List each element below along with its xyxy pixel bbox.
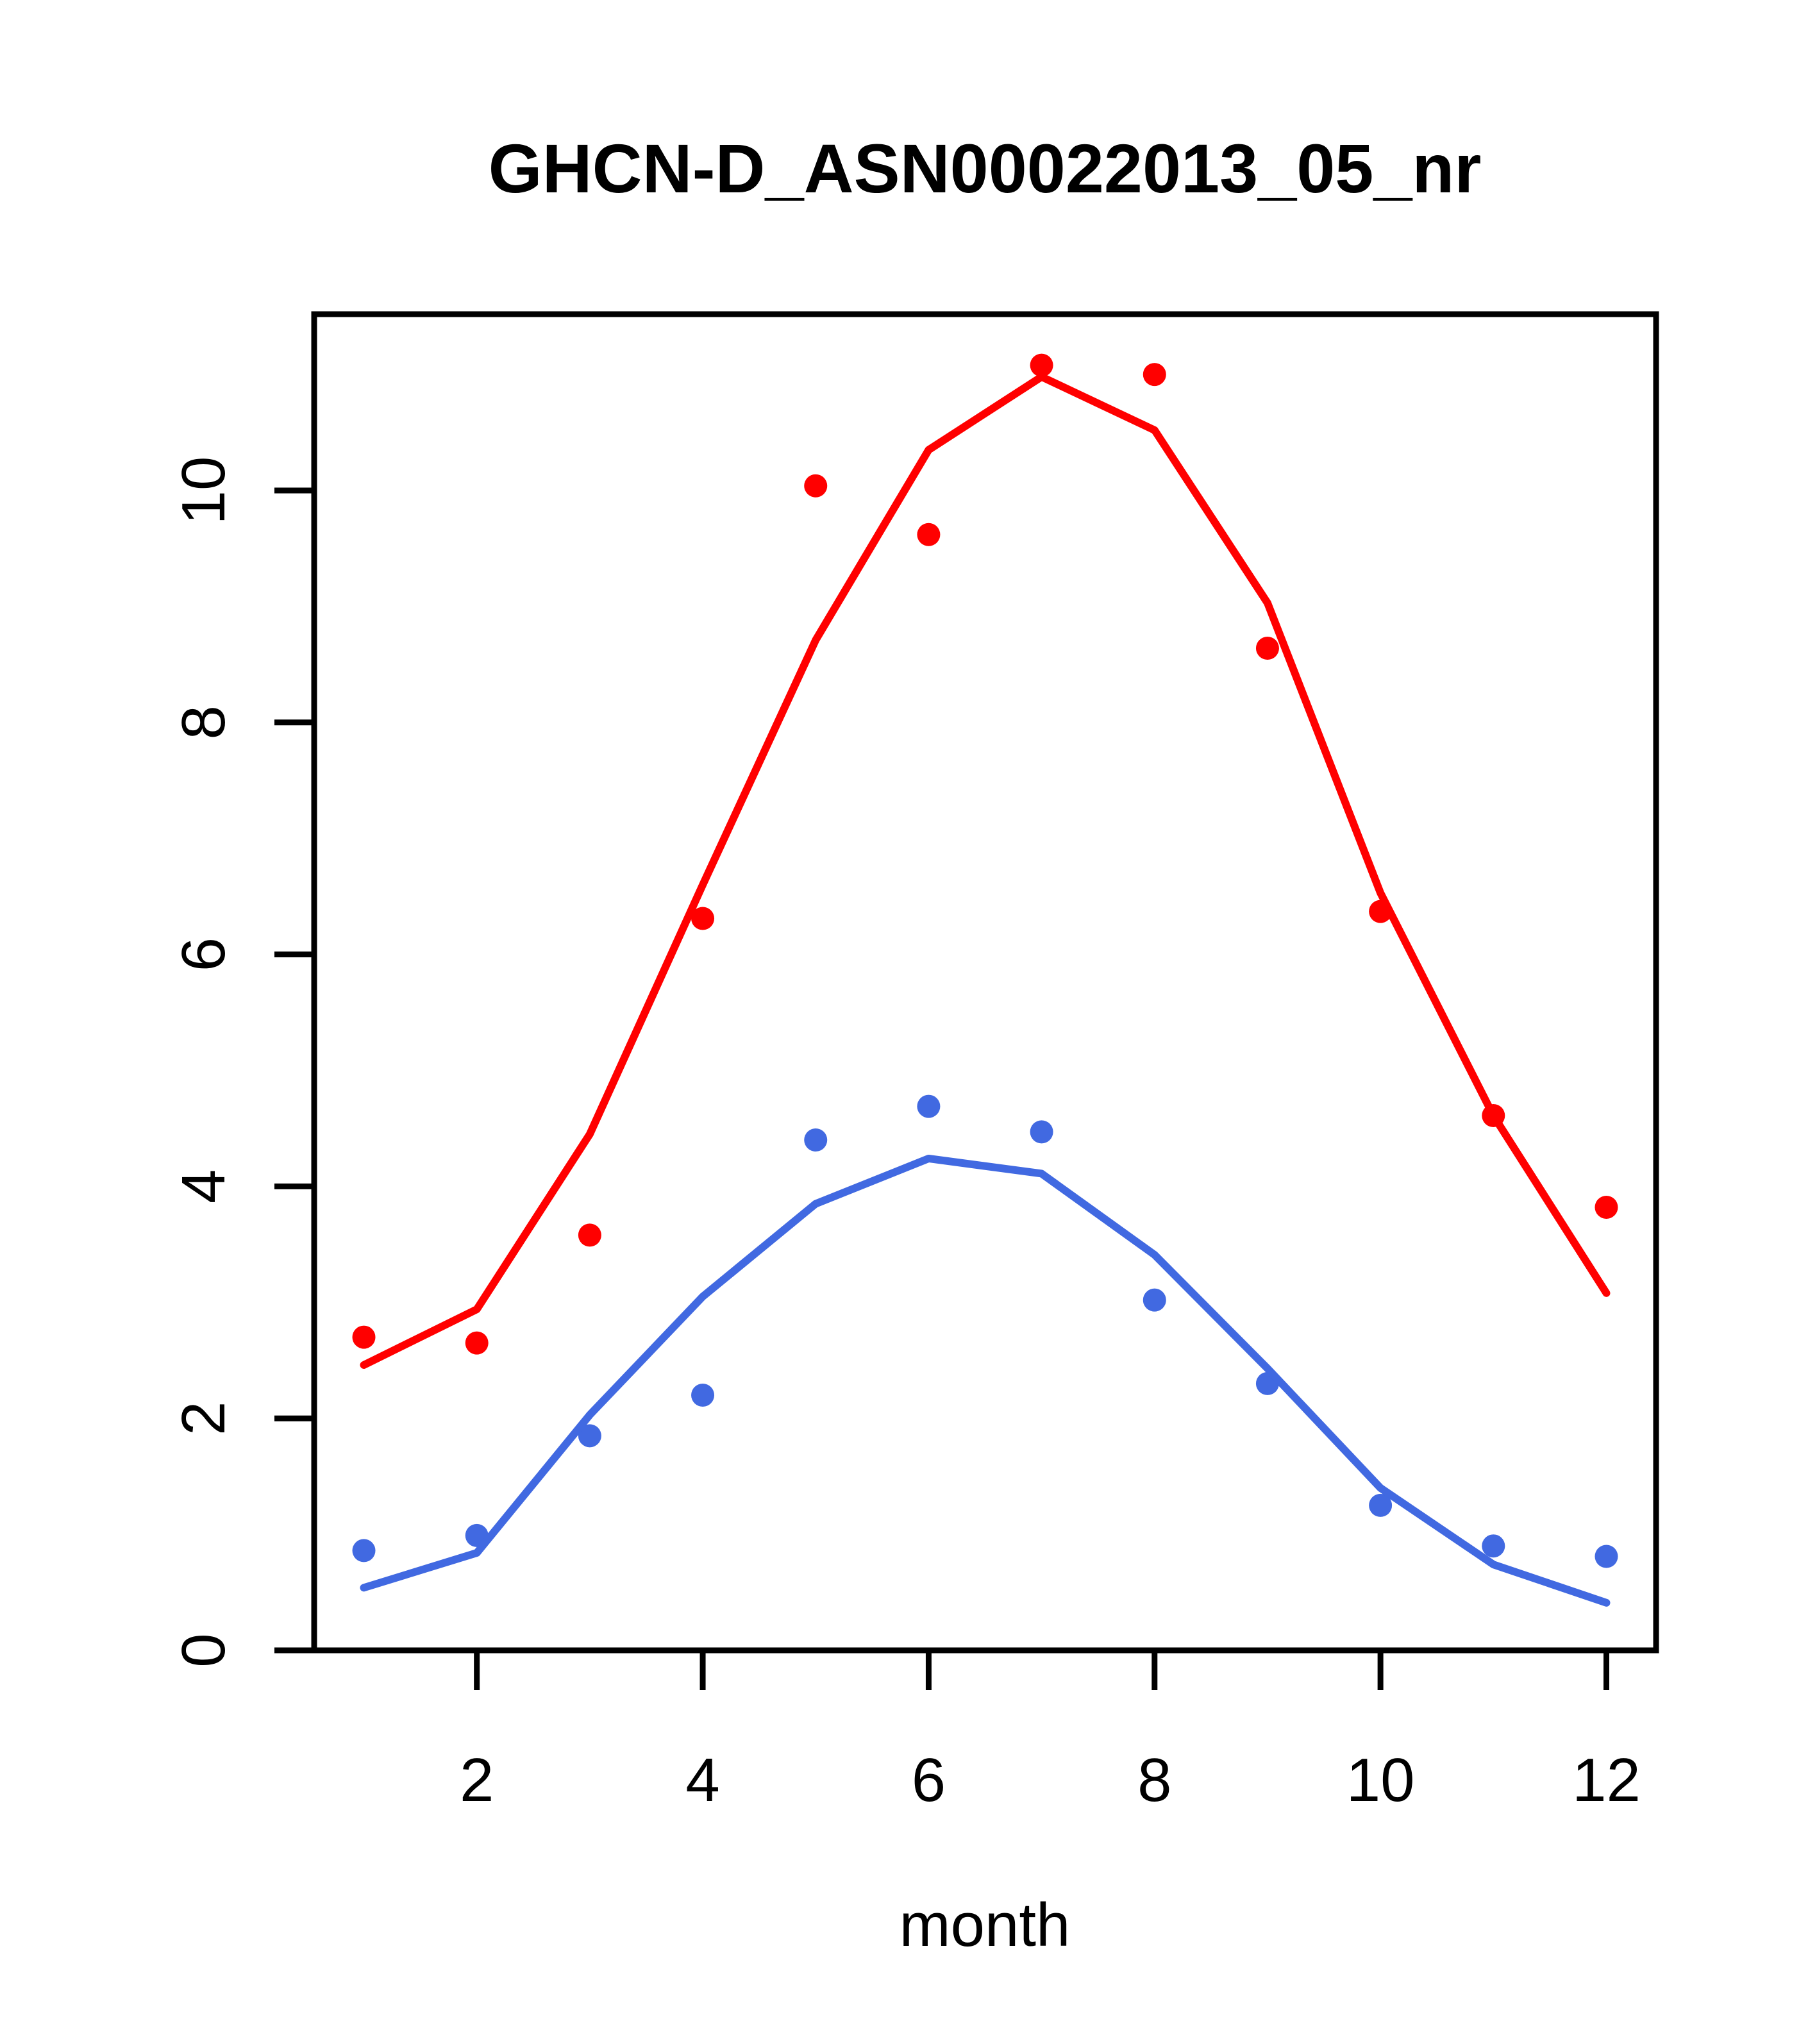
blue-point xyxy=(691,1384,715,1407)
blue-point xyxy=(804,1128,828,1152)
blue-point xyxy=(917,1094,941,1118)
red-point xyxy=(1595,1195,1618,1219)
x-tick-label: 2 xyxy=(460,1746,494,1814)
x-tick-label: 4 xyxy=(685,1746,719,1814)
y-tick-label: 8 xyxy=(169,705,238,739)
red-point xyxy=(917,523,941,546)
red-smooth-line xyxy=(360,373,1611,1369)
y-tick-label: 6 xyxy=(169,937,238,971)
blue-point xyxy=(352,1539,376,1562)
red-point xyxy=(1030,353,1053,377)
plot-box xyxy=(311,311,1659,1654)
y-tick-label: 2 xyxy=(169,1401,238,1435)
red-point xyxy=(1143,363,1166,387)
y-tick-label: 10 xyxy=(169,457,238,525)
y-tick-label: 4 xyxy=(169,1169,238,1203)
blue-point xyxy=(578,1424,601,1448)
red-point xyxy=(804,474,828,498)
x-tick-label: 6 xyxy=(912,1746,946,1814)
blue-point xyxy=(1143,1288,1166,1312)
blue-point xyxy=(1595,1545,1618,1568)
y-tick-label: 0 xyxy=(169,1633,238,1667)
red-point xyxy=(691,907,715,930)
red-point xyxy=(578,1223,601,1247)
chart-title: GHCN-D_ASN00022013_05_nr xyxy=(489,130,1482,207)
blue-point xyxy=(1030,1120,1053,1144)
blue-point xyxy=(1369,1493,1393,1517)
blue-smooth-line xyxy=(360,1154,1611,1607)
x-axis-title: month xyxy=(900,1891,1071,1959)
x-tick-label: 8 xyxy=(1137,1746,1171,1814)
plot-area: 2 4 6 8 10 12 0 2 4 6 8 10 xyxy=(169,311,1659,1814)
red-point xyxy=(1255,637,1279,660)
x-tick-label: 12 xyxy=(1572,1746,1641,1814)
red-point xyxy=(352,1325,376,1349)
x-tick-label: 10 xyxy=(1346,1746,1415,1814)
blue-point xyxy=(1482,1534,1505,1558)
red-point xyxy=(465,1331,489,1355)
